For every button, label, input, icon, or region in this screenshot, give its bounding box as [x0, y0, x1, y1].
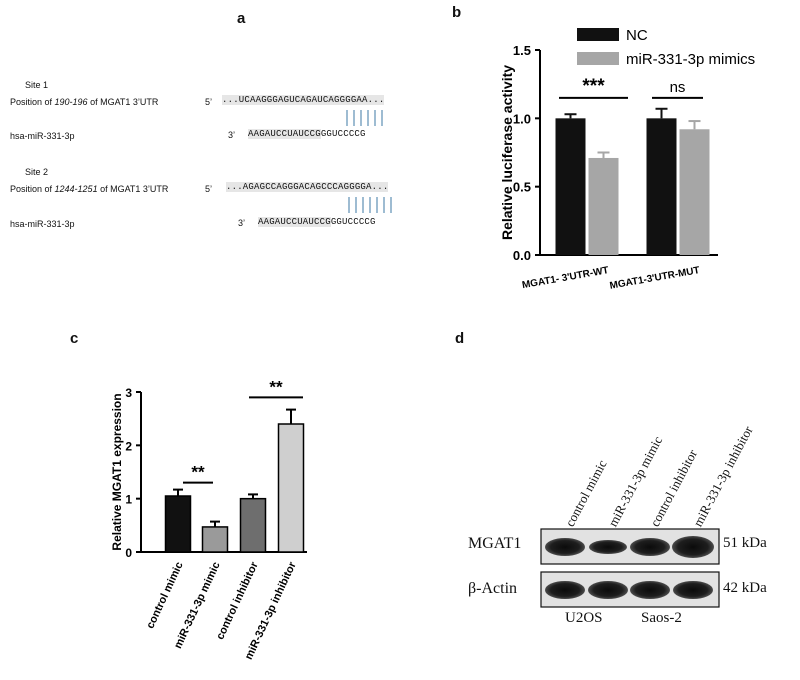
- x-tick-label: MGAT1-3'UTR-MUT: [609, 265, 701, 292]
- bar: [239, 497, 267, 553]
- cell-line-label-u2os: U2OS: [565, 610, 603, 626]
- site1-three-prime: 3’: [228, 130, 236, 140]
- actin-band-2: [588, 581, 628, 599]
- lane-label: miR-331-3p inhibitor: [690, 423, 756, 530]
- x-tick-label: control mimic: [144, 560, 185, 630]
- cell-line-label-saos2: Saos-2: [641, 610, 682, 626]
- site1-position-prefix: Position of: [10, 97, 55, 107]
- significance-label: ns: [670, 79, 686, 96]
- site1-pairing-lines: [346, 110, 383, 126]
- panel-label-d: d: [455, 330, 465, 347]
- legend-label: NC: [626, 27, 648, 44]
- site2-mirna-label: hsa-miR-331-3p: [10, 219, 75, 229]
- site1-mirna-label: hsa-miR-331-3p: [10, 131, 75, 141]
- site2-position-prefix: Position of: [10, 184, 55, 194]
- site1-target-seq-a: ...UCAAGGGAGUCAGAU: [222, 95, 323, 105]
- blot-image: [540, 528, 720, 608]
- mgat1-band-3: [630, 538, 670, 556]
- site1-position-suffix: of MGAT1 3’UTR: [87, 97, 159, 107]
- site1-target-sequence: ...UCAAGGGAGUCAGAUCAGGGGAA...: [222, 95, 385, 105]
- mgat1-band-4: [672, 536, 714, 558]
- y-tick-label: 2: [125, 439, 132, 453]
- site2-target-seq-a: ...AGAGCCAGGGACAGC: [226, 182, 327, 192]
- y-tick-label: 0.5: [513, 180, 531, 195]
- blot-size-label-actin: 42 kDa: [723, 580, 767, 596]
- legend-label: miR-331-3p mimics: [626, 51, 755, 68]
- site1-title: Site 1: [25, 80, 49, 90]
- site2-position-range: 1244-1251: [54, 184, 98, 194]
- bar: [201, 526, 229, 553]
- mgat1-band-2: [589, 540, 627, 554]
- panel-label-c: c: [70, 330, 79, 347]
- actin-band-4: [673, 581, 713, 599]
- actin-band-3: [630, 581, 670, 599]
- significance-label: **: [269, 377, 283, 396]
- significance-label: **: [191, 463, 205, 482]
- site2-mirna-seq-a: AAGAUCCUAUCCG: [258, 217, 331, 227]
- site2-mirna-seq-b: GGUCCCCG: [330, 217, 376, 227]
- site2-five-prime: 5’: [205, 184, 213, 194]
- panel-label-a: a: [237, 10, 246, 27]
- legend-swatch: [577, 52, 619, 65]
- y-tick-label: 0: [125, 546, 132, 560]
- bar: [277, 423, 305, 553]
- bar-mimics: [679, 129, 710, 255]
- y-tick-label: 3: [125, 386, 132, 400]
- site1-five-prime: 5’: [205, 97, 213, 107]
- x-tick-label: control inhibitor: [214, 560, 261, 642]
- lane-label: control mimic: [562, 457, 610, 530]
- bar-mimics: [588, 157, 619, 255]
- y-tick-label: 1.5: [513, 43, 531, 58]
- site1-position-range: 190-196: [54, 97, 88, 107]
- site1-mirna-seq-b: GGUCCCCG: [320, 129, 366, 139]
- y-tick-label: 0.0: [513, 248, 531, 263]
- blot-protein-label-mgat1: MGAT1: [468, 535, 522, 552]
- y-tick-label: 1: [125, 493, 132, 507]
- bar-nc: [555, 118, 586, 255]
- site2-target-seq-b: CCAGGGGA...: [326, 182, 389, 192]
- legend-swatch: [577, 28, 619, 41]
- site2-mirna-sequence: AAGAUCCUAUCCGGGUCCCCG: [258, 217, 376, 227]
- site2-pairing-lines: [348, 197, 392, 213]
- mgat1-band-1: [545, 538, 585, 556]
- site1-position-label: Position of 190-196 of MGAT1 3’UTR: [10, 97, 158, 107]
- bar-nc: [646, 118, 677, 255]
- blot-protein-label-actin: β-Actin: [468, 580, 518, 597]
- site1-mirna-sequence: AAGAUCCUAUCCGGGUCCCCG: [248, 129, 366, 139]
- site2-position-suffix: of MGAT1 3’UTR: [97, 184, 169, 194]
- bar: [164, 495, 192, 553]
- y-axis-label: Relative luciferase activity: [499, 65, 515, 240]
- site2-three-prime: 3’: [238, 218, 246, 228]
- y-tick-label: 1.0: [513, 111, 531, 126]
- panel-b-chart: 0.0 0.5 1.0 1.5 Relative luciferase activity…: [499, 27, 755, 292]
- actin-band-1: [545, 581, 585, 599]
- site2-title: Site 2: [25, 167, 49, 177]
- significance-label: ***: [582, 76, 605, 97]
- site2-position-label: Position of 1244-1251 of MGAT1 3’UTR: [10, 184, 168, 194]
- y-axis-label: Relative MGAT1 expression: [110, 393, 124, 550]
- site1-mirna-seq-a: AAGAUCCUAUCCG: [248, 129, 321, 139]
- site2-target-sequence: ...AGAGCCAGGGACAGCCCAGGGGA...: [226, 182, 389, 192]
- blot-size-label-mgat1: 51 kDa: [723, 535, 767, 551]
- x-tick-label: MGAT1- 3'UTR-WT: [521, 265, 609, 291]
- site1-target-seq-b: CAGGGGAA...: [322, 95, 385, 105]
- panel-label-b: b: [452, 4, 462, 21]
